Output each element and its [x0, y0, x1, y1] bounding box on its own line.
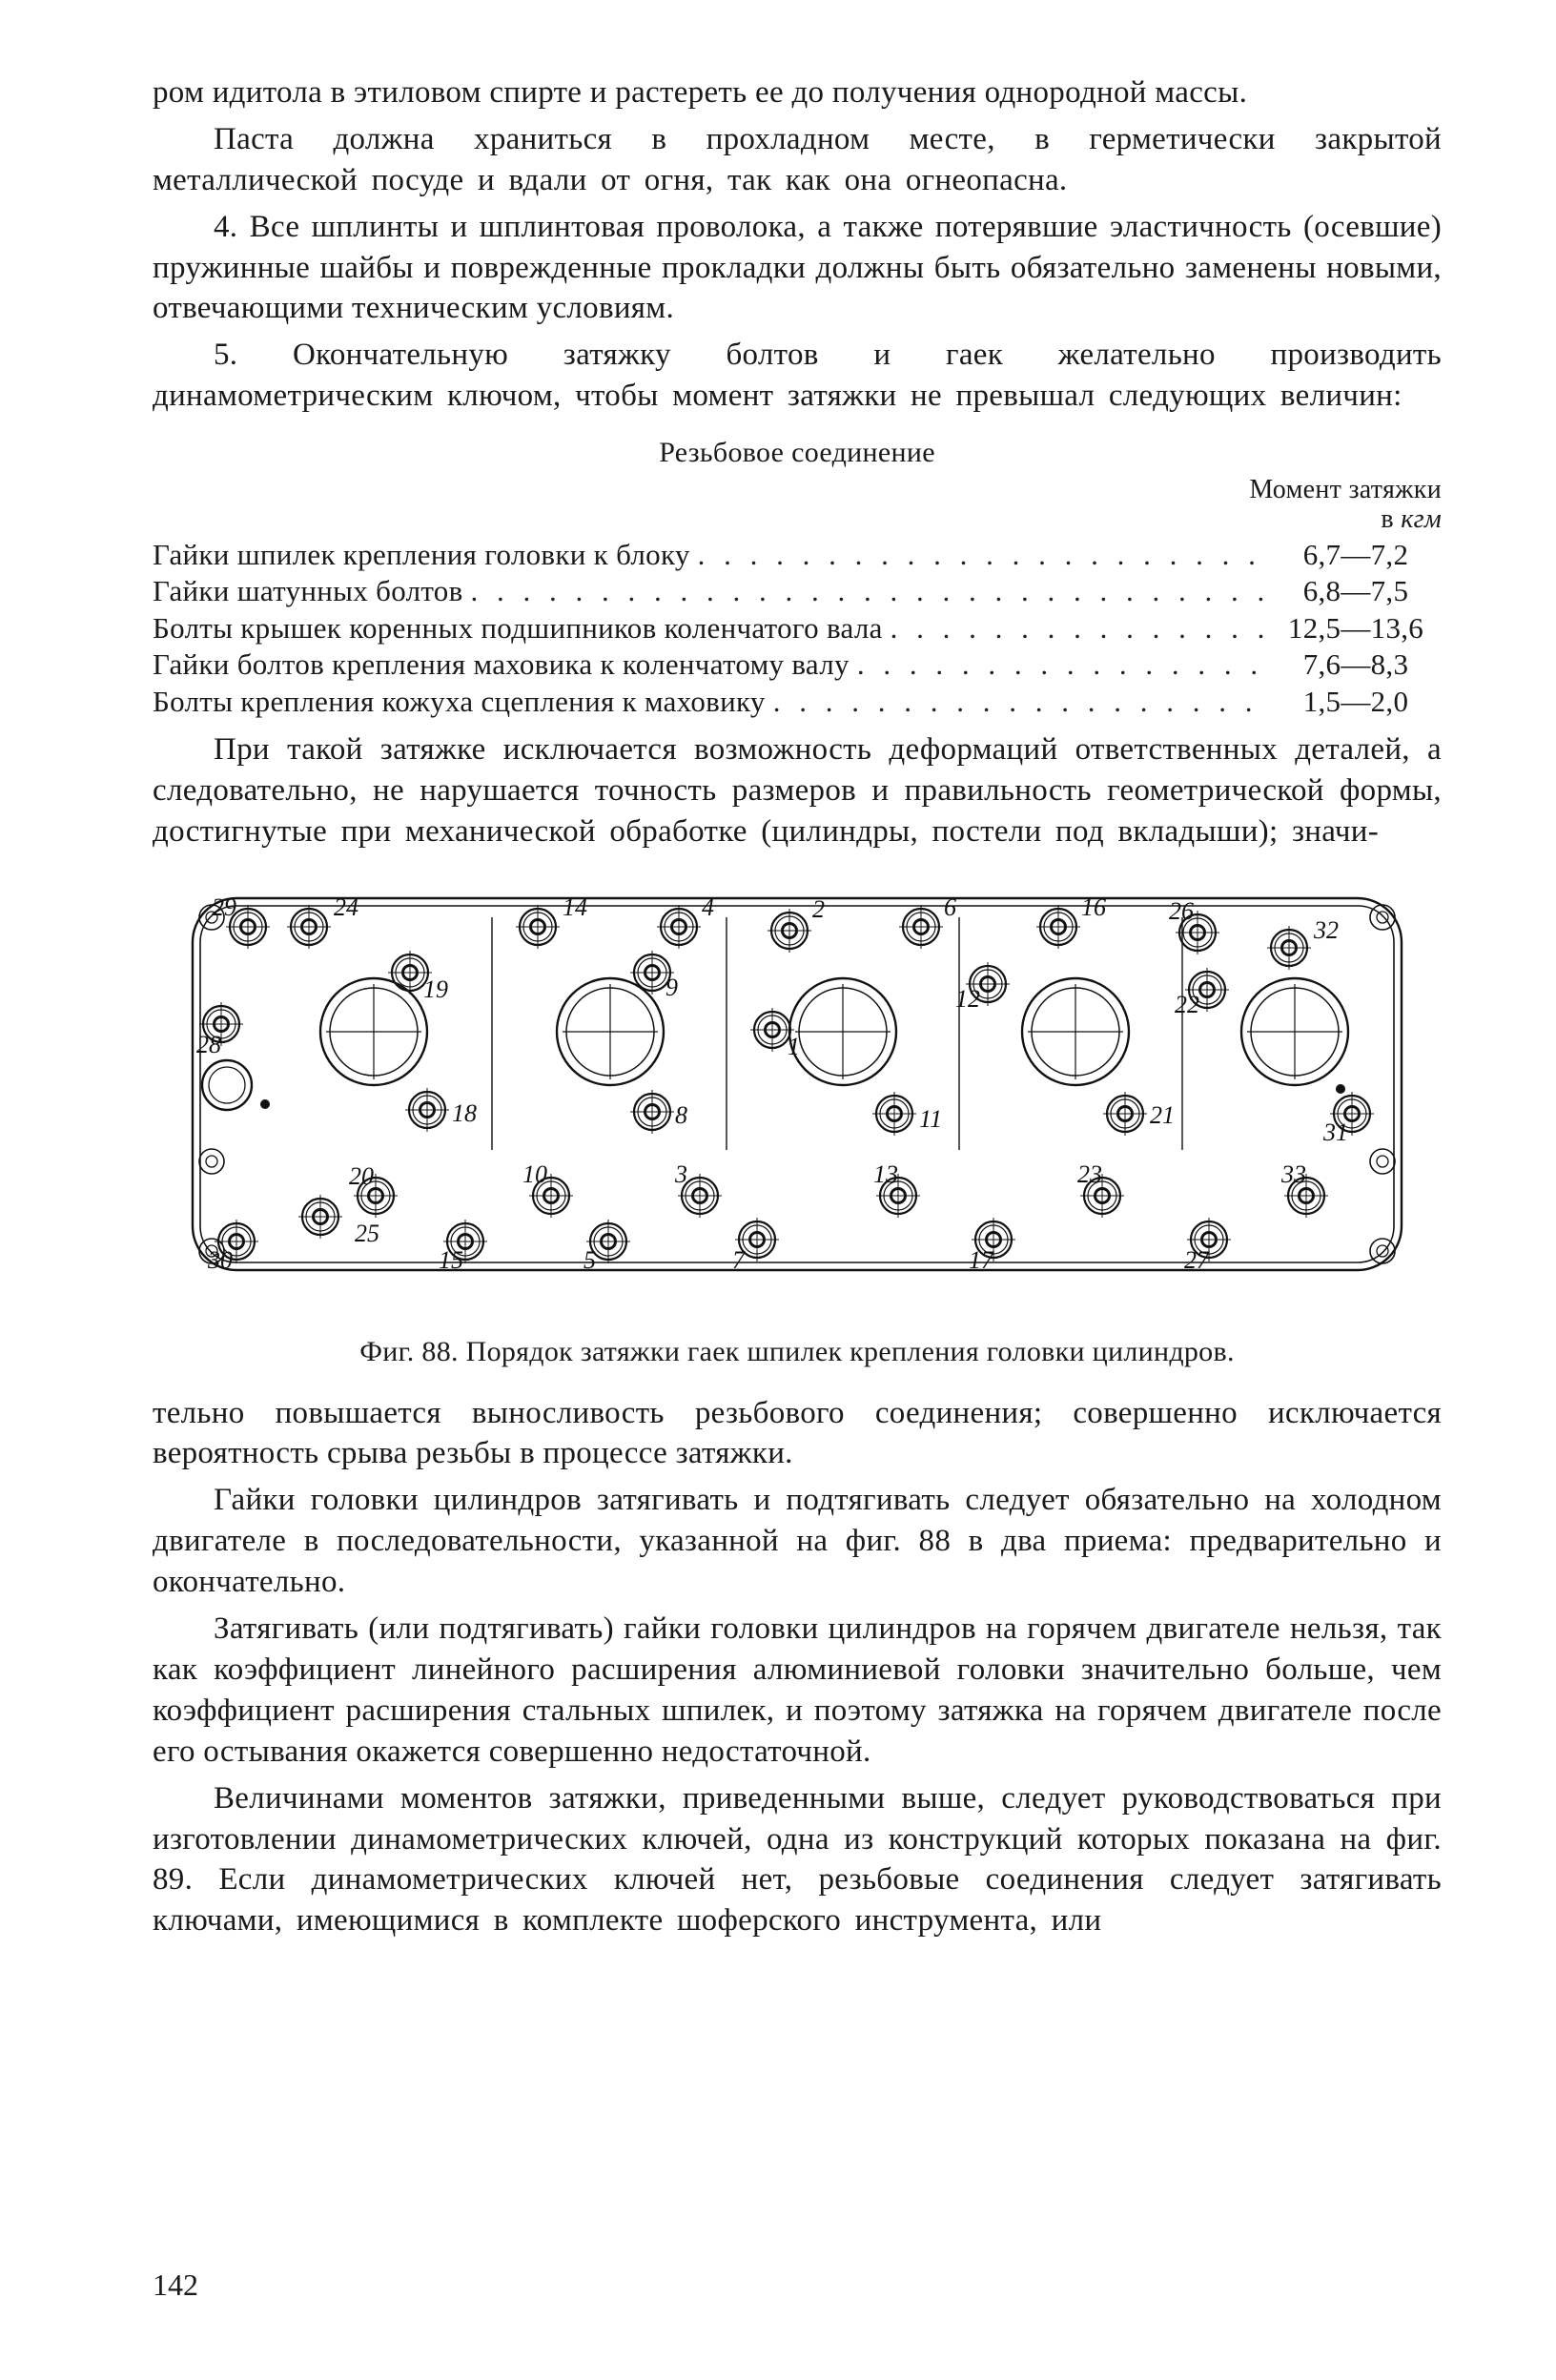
torque-header-unit: кгм	[1401, 504, 1442, 534]
torque-label: Гайки болтов крепления маховика к коленч…	[153, 646, 850, 683]
svg-text:11: 11	[919, 1105, 942, 1133]
svg-text:27: 27	[1184, 1246, 1210, 1274]
paragraph-7: Гайки головки цилиндров затягивать и под…	[153, 1480, 1442, 1603]
torque-table-header: Момент затяжки в кгм	[153, 475, 1442, 535]
torque-label: Болты крышек коренных подшипников коленч…	[153, 610, 883, 646]
figure-88-caption: Фиг. 88. Порядок затяжки гаек шпилек кре…	[153, 1333, 1442, 1370]
page: ром идитола в этиловом спирте и растерет…	[0, 0, 1556, 2380]
torque-header-line1: Момент затяжки	[1249, 475, 1442, 504]
svg-text:29: 29	[212, 893, 236, 921]
torque-row: Гайки шпилек крепления головки к блоку .…	[153, 537, 1442, 573]
svg-text:23: 23	[1077, 1160, 1102, 1188]
svg-text:9: 9	[665, 974, 678, 1001]
torque-table: Момент затяжки в кгм Гайки шпилек крепле…	[153, 475, 1442, 720]
svg-text:3: 3	[674, 1160, 687, 1188]
paragraph-2: Паста должна храниться в прохладном мест…	[153, 119, 1442, 201]
svg-text:14: 14	[563, 893, 587, 921]
svg-text:2: 2	[812, 895, 825, 923]
svg-text:22: 22	[1175, 991, 1199, 1018]
svg-text:26: 26	[1169, 897, 1194, 925]
paragraph-1: ром идитола в этиловом спирте и растерет…	[153, 72, 1442, 113]
torque-header-line2-prefix: в	[1381, 504, 1401, 534]
torque-value: 6,8—7,5	[1270, 573, 1442, 609]
svg-text:6: 6	[944, 893, 956, 921]
svg-text:16: 16	[1081, 893, 1106, 921]
figure-88: 2924144616263219921122228188112131302520…	[153, 864, 1442, 1323]
torque-label: Болты крепления кожуха сцепления к махов…	[153, 684, 766, 720]
torque-label: Гайки шпилек крепления головки к блоку	[153, 537, 690, 573]
torque-value: 12,5—13,6	[1270, 610, 1442, 646]
paragraph-9: Величинами моментов затяжки, приведенным…	[153, 1778, 1442, 1942]
page-number: 142	[153, 2266, 198, 2306]
torque-row: Болты крепления кожуха сцепления к махов…	[153, 684, 1442, 720]
svg-text:12: 12	[955, 985, 980, 1013]
svg-text:31: 31	[1322, 1118, 1348, 1146]
torque-value: 7,6—8,3	[1270, 646, 1442, 683]
svg-text:33: 33	[1280, 1160, 1306, 1188]
paragraph-4: 5. Окончательную затяжку болтов и гаек ж…	[153, 335, 1442, 417]
svg-text:15: 15	[439, 1246, 463, 1274]
torque-row: Болты крышек коренных подшипников коленч…	[153, 610, 1442, 646]
paragraph-8: Затягивать (или подтягивать) гайки голов…	[153, 1609, 1442, 1773]
svg-text:10: 10	[522, 1160, 547, 1188]
torque-row: Гайки шатунных болтов . . . . . . . . . …	[153, 573, 1442, 609]
svg-text:28: 28	[196, 1031, 221, 1058]
torque-value: 6,7—7,2	[1270, 537, 1442, 573]
svg-text:7: 7	[732, 1246, 746, 1274]
paragraph-3: 4. Все шплинты и шплинтовая проволока, а…	[153, 207, 1442, 330]
svg-text:24: 24	[334, 893, 358, 921]
torque-table-title: Резьбовое соединение	[153, 434, 1442, 471]
torque-dots: . . . . . . . . . . . . . . . . . . . . …	[463, 573, 1270, 609]
svg-text:5: 5	[584, 1246, 596, 1274]
svg-text:19: 19	[423, 975, 448, 1003]
torque-value: 1,5—2,0	[1270, 684, 1442, 720]
cylinder-head-diagram: 2924144616263219921122228188112131302520…	[153, 864, 1442, 1312]
torque-label: Гайки шатунных болтов	[153, 573, 463, 609]
svg-text:32: 32	[1313, 916, 1339, 944]
svg-text:18: 18	[452, 1099, 477, 1127]
svg-text:25: 25	[355, 1220, 379, 1247]
svg-text:8: 8	[675, 1101, 687, 1129]
torque-dots: . . . . . . . . . . . . . . . . . . . . …	[690, 537, 1270, 573]
paragraph-6: тельно повышается выносливость резьбовог…	[153, 1393, 1442, 1475]
torque-dots: . . . . . . . . . . . . . . . . . . . . …	[850, 646, 1270, 683]
svg-text:17: 17	[969, 1246, 994, 1274]
svg-text:4: 4	[702, 893, 714, 921]
svg-text:13: 13	[873, 1160, 898, 1188]
svg-text:30: 30	[207, 1246, 233, 1274]
torque-dots: . . . . . . . . . . . . . . . . . . . . …	[766, 684, 1270, 720]
paragraph-5: При такой затяжке исключается возможност…	[153, 729, 1442, 852]
torque-row: Гайки болтов крепления маховика к коленч…	[153, 646, 1442, 683]
svg-text:1: 1	[788, 1033, 800, 1060]
svg-text:21: 21	[1150, 1101, 1175, 1129]
svg-text:20: 20	[349, 1162, 374, 1190]
torque-dots: . . . . . . . . . . . . . . . . . . . . …	[883, 610, 1270, 646]
